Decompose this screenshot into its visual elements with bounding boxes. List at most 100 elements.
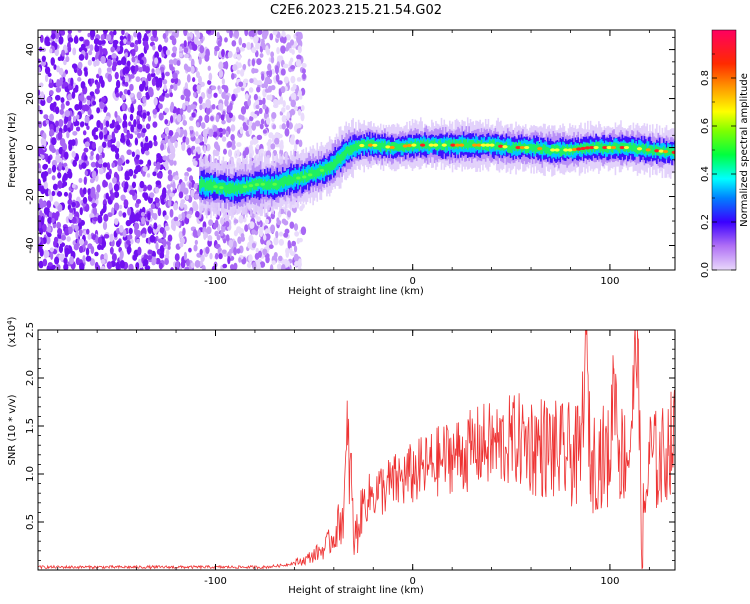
spectrogram-ridge-peak <box>219 186 224 190</box>
spectrogram-noise-cell <box>162 155 168 161</box>
spectrogram-noise-cell <box>198 115 203 122</box>
spectrogram-noise-cell <box>249 78 254 84</box>
spectrogram-ridge-cell <box>210 179 212 191</box>
spectrogram-noise-cell <box>82 255 86 263</box>
spectrogram-noise-cell <box>78 101 83 111</box>
spectrogram-noise-cell <box>221 119 226 125</box>
spectrogram-noise-cell <box>297 266 302 270</box>
spectrogram-ridge-peak <box>389 145 395 150</box>
spectrogram-x-ticks: -100 0 100 <box>57 30 650 287</box>
spectrogram-noise-cell <box>167 30 173 34</box>
spectrogram-noise-cell <box>193 36 199 45</box>
spectrogram-ridge-cell <box>353 143 356 152</box>
spectrogram-noise-cell <box>227 255 231 265</box>
spectrogram-ridge-cell <box>246 180 248 191</box>
spectrogram-noise-cell <box>257 30 263 36</box>
spectrogram-noise-cell <box>145 94 150 100</box>
spectrogram-noise-cell <box>156 172 163 179</box>
spectrogram-noise-cell <box>74 104 80 111</box>
spectrogram-noise-cell <box>63 257 68 265</box>
spectrogram-noise-cell <box>242 121 247 129</box>
spectrogram-noise-cell <box>164 214 169 221</box>
spectrogram-ridge-cell <box>199 180 201 192</box>
spectrogram-noise-cell <box>123 88 129 95</box>
snr-y-multiplier: (x104) <box>6 316 18 347</box>
spectrogram-ridge-cell <box>592 142 595 150</box>
spectrogram-noise-cell <box>121 56 127 66</box>
spectrogram-noise-cell <box>265 117 271 125</box>
spectrogram-ridge-cell <box>350 145 353 155</box>
spectrogram-noise-cell <box>186 213 192 219</box>
spectrogram-noise-cell <box>169 208 174 218</box>
spectrogram-ridge-cell <box>462 139 465 148</box>
spectrogram-ridge-peak <box>242 185 248 189</box>
spectrogram-noise-cell <box>190 189 195 198</box>
spectrogram-noise-cell <box>155 180 161 186</box>
spectrogram-noise-cell <box>116 124 121 131</box>
spectrogram-noise-cell <box>140 216 146 225</box>
spectrogram-ridge-cell <box>609 141 611 151</box>
spectrogram-noise-cell <box>151 260 156 266</box>
spectrogram-noise-cell <box>60 97 65 103</box>
colorbar-label: Normalized spectral amplitude <box>739 73 750 227</box>
spectrogram-ridge-cell <box>284 175 287 185</box>
spectrogram-noise-cell <box>49 123 54 131</box>
spectrogram-noise-cell <box>149 88 154 93</box>
spectrogram-noise-cell <box>221 249 227 255</box>
spectrogram-noise-cell <box>247 98 252 107</box>
spectrogram-ridge-peak <box>580 146 586 151</box>
spectrogram-noise-cell <box>78 262 85 270</box>
spectrogram-ridge-peak <box>571 147 578 152</box>
spectrogram-noise-cell <box>182 102 186 111</box>
spectrogram-ridge-cell <box>399 143 401 151</box>
spectrogram-noise-cell <box>63 124 68 133</box>
spectrogram-noise-cell <box>295 139 300 145</box>
spectrogram-ridge-cell <box>349 145 352 155</box>
spectrogram-ridge-cell <box>417 140 419 149</box>
spectrogram-noise-cell <box>71 216 77 224</box>
spectrogram-noise-cell <box>286 210 292 218</box>
spectrogram-noise-cell <box>261 73 265 81</box>
spectrogram-noise-cell <box>222 263 228 269</box>
spectrogram-noise-cell <box>111 253 117 262</box>
spectrogram-ridge-cell <box>381 141 383 148</box>
spectrogram-noise-cell <box>89 114 94 120</box>
spectrogram-noise-cell <box>232 64 238 71</box>
spectrogram-noise-cell <box>301 203 305 209</box>
spectrogram-ridge-cell <box>287 174 290 186</box>
spectrogram-ridge-peak <box>537 147 543 151</box>
spectrogram-noise-cell <box>113 202 120 211</box>
spectrogram-noise-cell <box>172 222 176 232</box>
spectrogram-noise-cell <box>212 149 217 156</box>
spectrogram-ridge-cell <box>212 180 215 191</box>
spectrogram-noise-cell <box>68 212 74 221</box>
spectrogram-ridge-cell <box>512 141 515 150</box>
spectrogram-ridge-peak <box>272 182 277 186</box>
spectrogram-noise-cell <box>183 40 187 48</box>
spectrogram-noise-cell <box>183 88 189 97</box>
spectrogram-ridge-cell <box>281 177 284 188</box>
spectrogram-noise-cell <box>100 258 106 265</box>
spectrogram-noise-cell <box>44 36 50 45</box>
spectrogram-noise-cell <box>184 175 188 182</box>
spectrogram-noise-cell <box>72 159 77 167</box>
spectrogram-noise-cell <box>260 118 265 125</box>
spectrogram-noise-cell <box>193 92 197 98</box>
spectrogram-noise-cell <box>287 240 291 248</box>
spectrogram-noise-cell <box>48 143 55 152</box>
spectrogram-ridge-cell <box>395 142 397 151</box>
spectrogram-noise-cell <box>297 109 302 116</box>
spectrogram-noise-cell <box>83 147 89 153</box>
spectrogram-noise-cell <box>67 226 73 235</box>
spectrogram-noise-cell <box>272 124 277 130</box>
spectrogram-ridge-cell <box>465 139 468 148</box>
spectrogram-noise-cell <box>155 81 161 88</box>
spectrogram-ridge-cell <box>436 142 439 151</box>
spectrogram-noise-cell <box>110 46 116 53</box>
spectrogram-noise-cell <box>130 103 134 112</box>
spectrogram-noise-cell <box>175 260 180 269</box>
spectrogram-noise-cell <box>236 69 241 75</box>
spectrogram-noise-cell <box>258 107 263 115</box>
spectrogram-ridge-peak <box>372 143 378 147</box>
spectrogram-noise-cell <box>51 217 55 224</box>
